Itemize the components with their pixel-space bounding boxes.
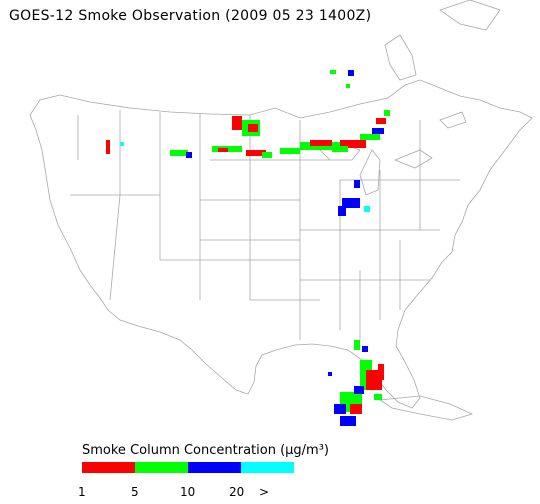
cuba-island bbox=[378, 395, 474, 421]
us-map bbox=[29, 0, 533, 426]
legend-swatch-green bbox=[135, 462, 188, 473]
canada-islands bbox=[384, 0, 501, 81]
legend-tick: 1 bbox=[78, 485, 86, 499]
legend-color-bar bbox=[82, 462, 294, 473]
map-title: GOES-12 Smoke Observation (2009 05 23 14… bbox=[9, 8, 372, 24]
legend-swatch-red bbox=[82, 462, 135, 473]
state-boundaries bbox=[70, 110, 460, 340]
great-lakes bbox=[319, 111, 467, 196]
legend-tick: 10 bbox=[180, 485, 196, 499]
legend-title: Smoke Column Concentration (μg/m³) bbox=[82, 443, 329, 458]
legend-tick: 5 bbox=[131, 485, 139, 499]
legend-tick: 20 bbox=[229, 485, 245, 499]
smoke-pixels bbox=[106, 70, 390, 426]
legend-tick: > bbox=[259, 485, 270, 499]
coastline bbox=[29, 79, 533, 409]
legend-swatch-cyan bbox=[241, 462, 294, 473]
legend-swatch-blue bbox=[188, 462, 241, 473]
